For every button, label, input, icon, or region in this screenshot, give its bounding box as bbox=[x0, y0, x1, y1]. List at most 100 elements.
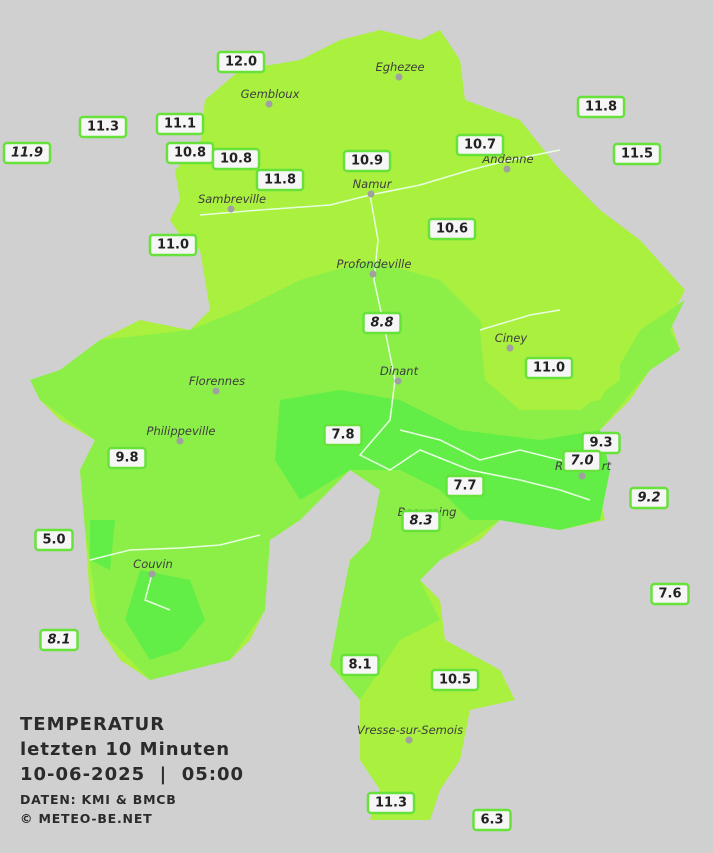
station: 11.8 bbox=[255, 168, 305, 192]
city-dot bbox=[503, 165, 511, 173]
city-dot bbox=[506, 344, 514, 352]
station-box bbox=[629, 486, 669, 510]
copyright: © METEO-BE.NET bbox=[20, 811, 152, 826]
station-value: 11.1 bbox=[164, 117, 196, 132]
station: 5.0 bbox=[34, 528, 74, 552]
station: 10.6 bbox=[427, 217, 477, 241]
station-value: 10.7 bbox=[464, 138, 496, 153]
station-box bbox=[427, 217, 477, 241]
station: 8.3 bbox=[401, 509, 441, 533]
station: 11.3 bbox=[366, 791, 416, 815]
title-line: letzten 10 Minuten bbox=[20, 739, 230, 760]
station: 9.8 bbox=[107, 446, 147, 470]
station: 11.9 bbox=[2, 141, 52, 165]
station: 11.1 bbox=[155, 112, 205, 136]
station-box bbox=[216, 50, 266, 74]
station-box bbox=[107, 446, 147, 470]
station-value: 7.7 bbox=[453, 479, 476, 494]
station-box bbox=[323, 423, 363, 447]
station: 6.3 bbox=[472, 808, 512, 832]
station-value: 11.0 bbox=[157, 238, 189, 253]
station-value: 10.6 bbox=[436, 222, 468, 237]
city-dot bbox=[395, 73, 403, 81]
city-dot bbox=[367, 190, 375, 198]
city-name: Gembloux bbox=[241, 87, 300, 101]
station-value: 8.1 bbox=[47, 633, 70, 648]
station-box bbox=[430, 668, 480, 692]
city-name: Philippeville bbox=[147, 424, 216, 438]
station: 7.6 bbox=[650, 582, 690, 606]
station: 7.0 bbox=[562, 449, 602, 473]
city-name: Vresse-sur-Semois bbox=[357, 723, 463, 737]
station: 11.8 bbox=[576, 95, 626, 119]
station: 10.5 bbox=[430, 668, 480, 692]
station-value: 8.1 bbox=[348, 658, 371, 673]
station-box bbox=[445, 474, 485, 498]
station-value: 11.3 bbox=[87, 120, 119, 135]
station: 10.8 bbox=[211, 147, 261, 171]
city-dot bbox=[176, 437, 184, 445]
station: 12.0 bbox=[216, 50, 266, 74]
station: 10.9 bbox=[342, 149, 392, 173]
station-value: 5.0 bbox=[42, 533, 65, 548]
station: 8.1 bbox=[340, 653, 380, 677]
city-dot bbox=[212, 387, 220, 395]
city-dot bbox=[227, 205, 235, 213]
city-name: Couvin bbox=[133, 557, 173, 571]
city-name: Namur bbox=[353, 177, 393, 191]
station: 11.0 bbox=[524, 356, 574, 380]
station: 11.3 bbox=[78, 115, 128, 139]
station: 7.7 bbox=[445, 474, 485, 498]
station: 8.1 bbox=[39, 628, 79, 652]
station-box bbox=[362, 311, 402, 335]
station-value: 12.0 bbox=[225, 55, 257, 70]
station-value: 10.8 bbox=[174, 146, 206, 161]
station-value: 11.8 bbox=[264, 173, 296, 188]
station-value: 6.3 bbox=[480, 813, 503, 828]
station-value: 11.9 bbox=[11, 146, 43, 161]
station-value: 10.8 bbox=[220, 152, 252, 167]
city-name: Dinant bbox=[380, 364, 419, 378]
station-box bbox=[39, 628, 79, 652]
city-name: Sambreville bbox=[198, 192, 266, 206]
station-box bbox=[524, 356, 574, 380]
title-line: TEMPERATUR bbox=[20, 714, 165, 735]
station: 10.8 bbox=[165, 141, 215, 165]
station-value: 11.0 bbox=[533, 361, 565, 376]
station: 8.8 bbox=[362, 311, 402, 335]
station-value: 7.0 bbox=[570, 454, 593, 469]
station-value: 9.3 bbox=[589, 436, 612, 451]
station-box bbox=[148, 233, 198, 257]
station-value: 10.9 bbox=[351, 154, 383, 169]
source: DATEN: KMI & BMCB bbox=[20, 792, 177, 807]
city-dot bbox=[578, 472, 586, 480]
title-line: 10-06-2025 | 05:00 bbox=[20, 764, 244, 785]
city-dot bbox=[369, 270, 377, 278]
station: 11.0 bbox=[148, 233, 198, 257]
station-box bbox=[2, 141, 52, 165]
city-dot bbox=[148, 570, 156, 578]
station-value: 8.8 bbox=[370, 316, 393, 331]
station-value: 7.8 bbox=[331, 428, 354, 443]
station: 11.5 bbox=[612, 142, 662, 166]
station-value: 9.8 bbox=[115, 451, 138, 466]
city-name: Profondeville bbox=[337, 257, 412, 271]
station-value: 11.3 bbox=[375, 796, 407, 811]
station-value: 10.5 bbox=[439, 673, 471, 688]
station-box bbox=[34, 528, 74, 552]
station-value: 8.3 bbox=[409, 514, 432, 529]
station-box bbox=[612, 142, 662, 166]
station-box bbox=[255, 168, 305, 192]
station-value: 9.2 bbox=[637, 491, 660, 506]
city-dot bbox=[394, 377, 402, 385]
city-name: Ciney bbox=[495, 331, 528, 345]
city-name: Eghezee bbox=[375, 60, 424, 74]
station-value: 11.5 bbox=[621, 147, 653, 162]
station: 7.8 bbox=[323, 423, 363, 447]
station-value: 11.8 bbox=[585, 100, 617, 115]
station-box bbox=[472, 808, 512, 832]
station-value: 7.6 bbox=[658, 587, 681, 602]
station-box bbox=[401, 509, 441, 533]
city-dot bbox=[405, 736, 413, 744]
